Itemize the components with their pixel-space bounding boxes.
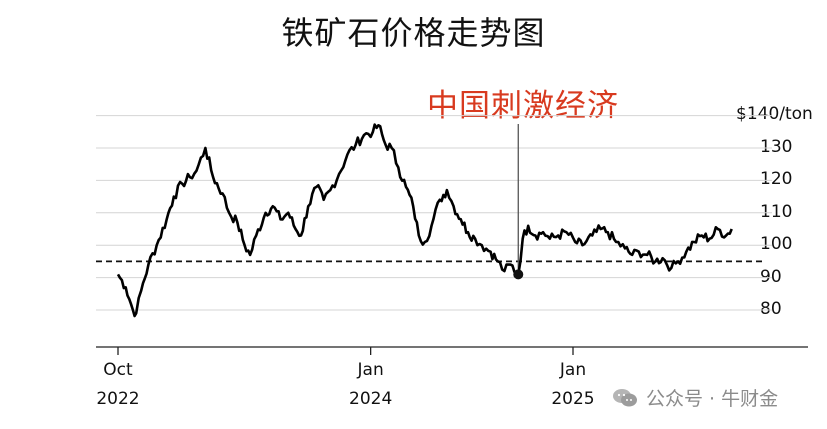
x-tick-month: Jan: [357, 360, 384, 380]
x-tick-year: 2024: [349, 389, 393, 409]
chart-title: 铁矿石价格走势图: [281, 14, 546, 52]
x-tick-label: Jan 2025: [538, 356, 608, 414]
x-tick-month: Jan: [559, 360, 587, 380]
iron-ore-price-line: [116, 123, 733, 318]
stimulus-annotation: 中国刺激经济: [427, 88, 619, 124]
x-tick-year: 2025: [551, 389, 595, 409]
y-tick-label: 80: [760, 299, 782, 319]
x-tick-label: Oct 2022: [83, 356, 153, 414]
watermark: 公众号 · 牛财金: [612, 384, 778, 411]
y-tick-label: 120: [760, 169, 793, 190]
wechat-icon: [613, 388, 637, 406]
y-tick-label: 130: [760, 137, 793, 157]
x-tick-year: 2022: [96, 389, 140, 409]
y-tick-label: 110: [760, 201, 793, 222]
x-axis: [96, 346, 808, 355]
y-tick-label: 90: [760, 266, 782, 287]
watermark-text: 公众号 · 牛财金: [646, 388, 779, 410]
x-tick-month: Oct: [103, 360, 133, 380]
series-group: [116, 123, 733, 318]
y-unit-label: $140/ton: [736, 104, 813, 124]
x-tick-label: Jan 2024: [336, 356, 406, 414]
annotation-marker: [513, 269, 524, 280]
y-tick-label: 100: [760, 234, 793, 255]
gridlines: [96, 115, 772, 311]
